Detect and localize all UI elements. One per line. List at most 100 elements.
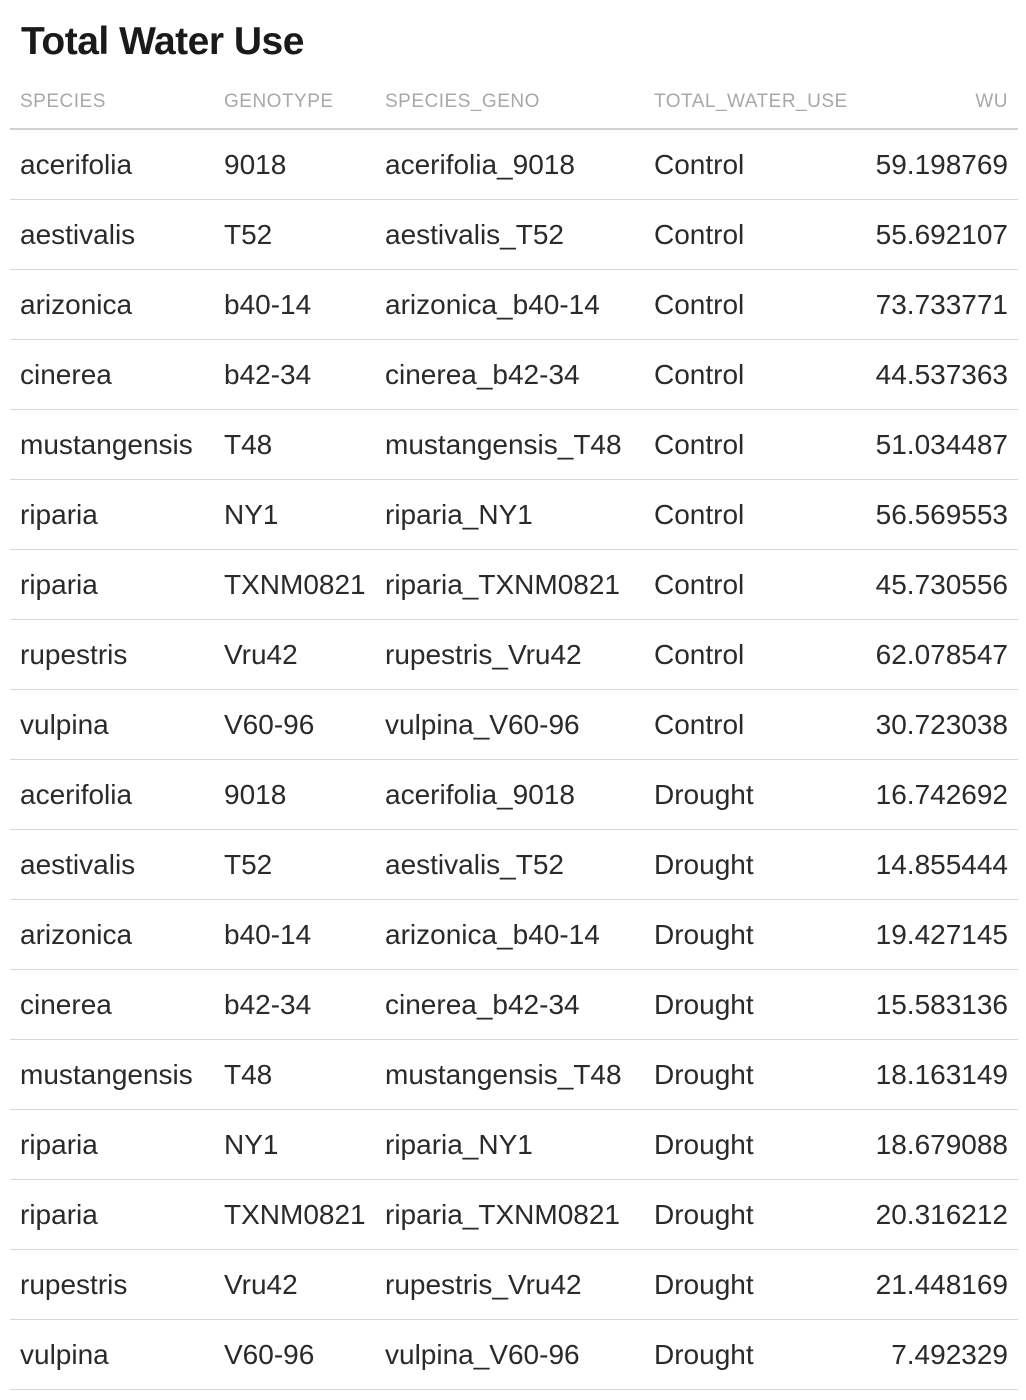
- species-cell: arizonica: [10, 899, 214, 970]
- treatment-cell: Drought: [644, 969, 844, 1040]
- genotype-cell: NY1: [214, 479, 375, 550]
- species-cell: cinerea: [10, 969, 214, 1040]
- table-header: SPECIES GENOTYPE SPECIES_GENO TOTAL_WATE…: [10, 76, 1018, 130]
- genotype-cell: 9018: [214, 129, 375, 200]
- wu-cell: 18.679088: [844, 1109, 1018, 1180]
- genotype-cell: V60-96: [214, 1319, 375, 1390]
- species-cell: mustangensis: [10, 409, 214, 480]
- wu-cell: 7.492329: [844, 1319, 1018, 1390]
- treatment-cell: Control: [644, 199, 844, 270]
- treatment-cell: Control: [644, 619, 844, 690]
- wu-cell: 30.723038: [844, 689, 1018, 760]
- table-row: riparia TXNM0821 riparia_TXNM0821 Control 45…: [10, 549, 1018, 620]
- species-geno-cell: riparia_NY1: [375, 1109, 644, 1180]
- header-row: SPECIES GENOTYPE SPECIES_GENO TOTAL_WATE…: [10, 76, 1018, 130]
- column-header-wu[interactable]: WU: [844, 76, 1018, 130]
- table-row: arizonica b40-14 arizonica_b40-14 Drought 19…: [10, 899, 1018, 970]
- genotype-cell: NY1: [214, 1109, 375, 1180]
- genotype-cell: b42-34: [214, 339, 375, 410]
- treatment-cell: Control: [644, 339, 844, 410]
- genotype-cell: TXNM0821: [214, 1179, 375, 1250]
- species-cell: riparia: [10, 549, 214, 620]
- species-geno-cell: mustangensis_T48: [375, 1039, 644, 1110]
- wu-cell: 19.427145: [844, 899, 1018, 970]
- wu-cell: 44.537363: [844, 339, 1018, 410]
- species-geno-cell: riparia_NY1: [375, 479, 644, 550]
- table-row: riparia NY1 riparia_NY1 Control 56.569553: [10, 479, 1018, 550]
- column-header-species-geno[interactable]: SPECIES_GENO: [375, 76, 644, 130]
- wu-cell: 73.733771: [844, 269, 1018, 340]
- treatment-cell: Control: [644, 549, 844, 620]
- species-cell: riparia: [10, 479, 214, 550]
- species-geno-cell: vulpina_V60-96: [375, 1319, 644, 1390]
- table-row: aestivalis T52 aestivalis_T52 Control 55.692…: [10, 199, 1018, 270]
- treatment-cell: Drought: [644, 1179, 844, 1250]
- species-geno-cell: arizonica_b40-14: [375, 269, 644, 340]
- table-row: rupestris Vru42 rupestris_Vru42 Drought 21.4…: [10, 1249, 1018, 1320]
- wu-cell: 59.198769: [844, 129, 1018, 200]
- column-header-total-water-use[interactable]: TOTAL_WATER_USE: [644, 76, 847, 130]
- wu-cell: 15.583136: [844, 969, 1018, 1040]
- wu-cell: 51.034487: [844, 409, 1018, 480]
- genotype-cell: T52: [214, 829, 375, 900]
- wu-cell: 16.742692: [844, 759, 1018, 830]
- species-cell: acerifolia: [10, 759, 214, 830]
- table-title: Total Water Use: [21, 20, 304, 63]
- wu-cell: 20.316212: [844, 1179, 1018, 1250]
- species-geno-cell: cinerea_b42-34: [375, 969, 644, 1040]
- genotype-cell: 9018: [214, 759, 375, 830]
- species-cell: aestivalis: [10, 829, 214, 900]
- table-body: acerifolia 9018 acerifolia_9018 Control 59.1…: [10, 129, 1018, 1390]
- treatment-cell: Control: [644, 479, 844, 550]
- table-row: mustangensis T48 mustangensis_T48 Control 51…: [10, 409, 1018, 480]
- column-header-genotype[interactable]: GENOTYPE: [214, 76, 375, 130]
- species-cell: rupestris: [10, 1249, 214, 1320]
- species-geno-cell: riparia_TXNM0821: [375, 1179, 644, 1250]
- wu-cell: 14.855444: [844, 829, 1018, 900]
- species-geno-cell: acerifolia_9018: [375, 759, 644, 830]
- genotype-cell: Vru42: [214, 619, 375, 690]
- genotype-cell: b42-34: [214, 969, 375, 1040]
- treatment-cell: Control: [644, 129, 844, 200]
- table-row: cinerea b42-34 cinerea_b42-34 Control 44.537…: [10, 339, 1018, 410]
- table-row: vulpina V60-96 vulpina_V60-96 Drought 7.4923…: [10, 1319, 1018, 1390]
- treatment-cell: Drought: [644, 759, 844, 830]
- species-geno-cell: arizonica_b40-14: [375, 899, 644, 970]
- species-geno-cell: aestivalis_T52: [375, 829, 644, 900]
- treatment-cell: Drought: [644, 1039, 844, 1110]
- table-row: cinerea b42-34 cinerea_b42-34 Drought 15.583…: [10, 969, 1018, 1040]
- wu-cell: 62.078547: [844, 619, 1018, 690]
- species-cell: riparia: [10, 1109, 214, 1180]
- species-cell: vulpina: [10, 689, 214, 760]
- species-geno-cell: riparia_TXNM0821: [375, 549, 644, 620]
- species-geno-cell: rupestris_Vru42: [375, 1249, 644, 1320]
- table-row: arizonica b40-14 arizonica_b40-14 Control 73…: [10, 269, 1018, 340]
- wu-cell: 18.163149: [844, 1039, 1018, 1110]
- table-row: riparia NY1 riparia_NY1 Drought 18.679088: [10, 1109, 1018, 1180]
- treatment-cell: Drought: [644, 829, 844, 900]
- genotype-cell: b40-14: [214, 269, 375, 340]
- treatment-cell: Drought: [644, 899, 844, 970]
- wu-cell: 45.730556: [844, 549, 1018, 620]
- species-geno-cell: rupestris_Vru42: [375, 619, 644, 690]
- treatment-cell: Control: [644, 269, 844, 340]
- wu-cell: 56.569553: [844, 479, 1018, 550]
- table-row: vulpina V60-96 vulpina_V60-96 Control 30.723…: [10, 689, 1018, 760]
- treatment-cell: Drought: [644, 1319, 844, 1390]
- treatment-cell: Drought: [644, 1109, 844, 1180]
- wu-cell: 55.692107: [844, 199, 1018, 270]
- water-use-table: SPECIES GENOTYPE SPECIES_GENO TOTAL_WATE…: [10, 76, 1018, 1390]
- table-row: acerifolia 9018 acerifolia_9018 Drought 16.7…: [10, 759, 1018, 830]
- wu-cell: 21.448169: [844, 1249, 1018, 1320]
- species-geno-cell: cinerea_b42-34: [375, 339, 644, 410]
- species-geno-cell: aestivalis_T52: [375, 199, 644, 270]
- column-header-species[interactable]: SPECIES: [10, 76, 214, 130]
- species-cell: aestivalis: [10, 199, 214, 270]
- genotype-cell: T52: [214, 199, 375, 270]
- genotype-cell: T48: [214, 409, 375, 480]
- treatment-cell: Control: [644, 409, 844, 480]
- table-row: rupestris Vru42 rupestris_Vru42 Control 62.0…: [10, 619, 1018, 690]
- species-cell: mustangensis: [10, 1039, 214, 1110]
- species-cell: vulpina: [10, 1319, 214, 1390]
- species-cell: riparia: [10, 1179, 214, 1250]
